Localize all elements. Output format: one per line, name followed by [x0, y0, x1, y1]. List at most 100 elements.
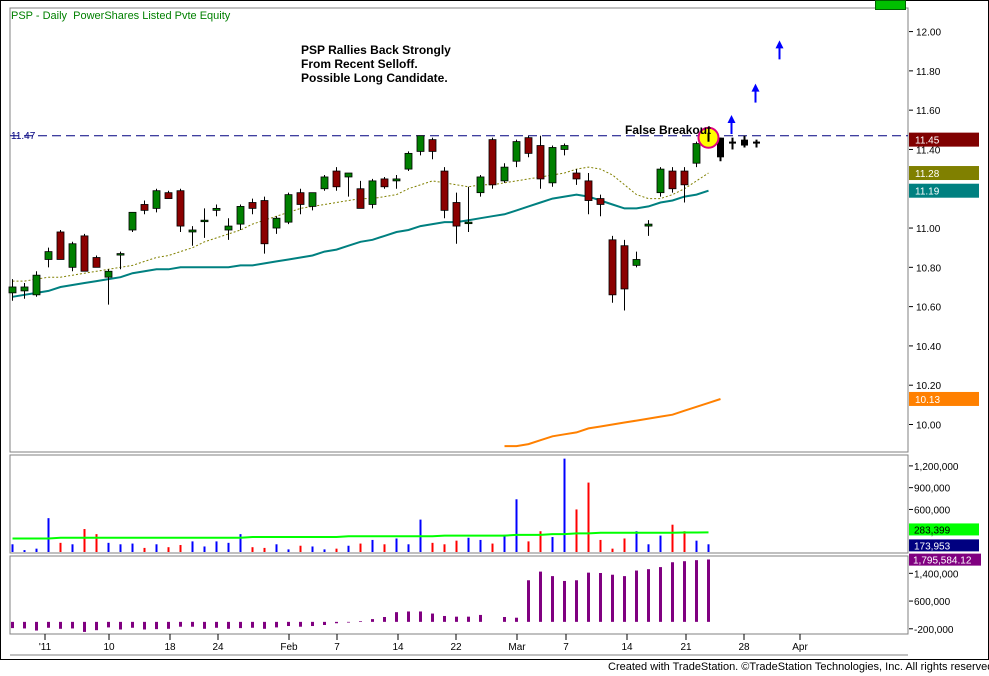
- candle: [104, 269, 113, 305]
- candle-body: [140, 204, 149, 211]
- candlestick-series: [8, 133, 713, 311]
- candle: [404, 151, 413, 172]
- candle-body: [8, 286, 17, 294]
- date-tick-label: 7: [563, 642, 569, 653]
- candle-body: [584, 180, 593, 201]
- candle: [416, 135, 425, 156]
- price-tag-bg: [909, 183, 979, 198]
- candle: [488, 137, 497, 189]
- candle-body: [68, 243, 77, 268]
- price-tag-label: 10.13: [915, 395, 940, 406]
- false-breakout-label: False Breakout: [625, 123, 712, 137]
- candle: [512, 139, 521, 168]
- price-tag-bg: [909, 132, 979, 147]
- candle-body: [416, 135, 425, 152]
- projected-candle-body: [729, 141, 736, 144]
- candle: [128, 211, 137, 232]
- candle-body: [488, 139, 497, 186]
- oscillator-pane-border: [9, 555, 909, 635]
- candle-body: [296, 192, 305, 205]
- date-tick-label: 7: [334, 642, 340, 653]
- candle-body: [284, 194, 293, 223]
- price-tag: 11.45: [909, 132, 979, 147]
- date-tick-label: 21: [680, 642, 692, 653]
- candle-body: [644, 223, 653, 227]
- candle-body: [620, 245, 629, 290]
- date-tick-label: 10: [103, 642, 115, 653]
- volume-tick-label: 600,000: [914, 505, 951, 516]
- candle-body: [608, 239, 617, 296]
- candle-body: [440, 170, 449, 211]
- chart-frame: [0, 0, 989, 660]
- short-average-line: [12, 189, 709, 298]
- candle-body: [536, 145, 545, 180]
- date-tick-label: 22: [450, 642, 462, 653]
- candle: [680, 167, 689, 203]
- candle-body: [248, 202, 257, 209]
- date-tick-label: 28: [738, 642, 750, 653]
- candle: [392, 174, 401, 189]
- headline-line-2: From Recent Selloff.: [301, 57, 418, 71]
- reference-level-label: 11.47: [11, 131, 36, 142]
- price-tick-label: 10.80: [916, 263, 941, 274]
- oscillator-tick-label: 600,000: [914, 597, 951, 608]
- candle: [164, 190, 173, 199]
- candle-body: [380, 178, 389, 188]
- candle-body: [404, 152, 413, 170]
- price-tick-label: 11.00: [916, 224, 941, 235]
- candle: [500, 163, 509, 183]
- candle-body: [548, 147, 557, 184]
- candle-body: [560, 145, 569, 150]
- candle: [236, 204, 245, 230]
- moving-averages: [12, 166, 721, 448]
- candle-body: [272, 217, 281, 229]
- candle: [212, 204, 221, 217]
- candle-body: [332, 170, 341, 188]
- candle: [596, 194, 605, 217]
- price-tag: 11.19: [909, 183, 979, 198]
- candle: [332, 167, 341, 191]
- projection-layer: [697, 40, 784, 162]
- candle-body: [92, 257, 101, 268]
- candle-body: [572, 172, 581, 180]
- candle-body: [668, 170, 677, 190]
- volume-tag-label: 283,399: [914, 525, 951, 536]
- oscillator-tag: 1,795,584.12: [909, 553, 981, 567]
- candle: [200, 208, 209, 238]
- candle: [428, 137, 437, 160]
- candle: [692, 141, 701, 168]
- candle: [260, 196, 269, 254]
- headline-line-3: Possible Long Candidate.: [301, 71, 448, 85]
- price-tag-label: 11.19: [915, 187, 940, 198]
- candle-body: [632, 259, 641, 266]
- candle-body: [188, 229, 197, 233]
- price-tag: 10.13: [909, 391, 979, 406]
- volume-tag: 283,399: [909, 523, 979, 536]
- candle-body: [320, 176, 329, 190]
- chart-title: PSP - Daily PowerShares Listed Pvte Equi…: [11, 10, 231, 22]
- candle: [152, 188, 161, 213]
- candle: [572, 169, 581, 185]
- candle-body: [368, 180, 377, 205]
- price-tick-label: 12.00: [916, 28, 941, 39]
- window-toggle-button[interactable]: [875, 0, 906, 10]
- candle: [356, 180, 365, 209]
- date-tick-label: Feb: [280, 642, 298, 653]
- candle-body: [392, 178, 401, 182]
- candle: [632, 251, 641, 268]
- candle-body: [512, 141, 521, 162]
- oscillator-tick-label: -200,000: [914, 625, 954, 636]
- candle: [344, 172, 353, 197]
- candle: [68, 241, 77, 272]
- candle-body: [176, 190, 185, 227]
- candle-body: [260, 200, 269, 245]
- candle: [560, 143, 569, 156]
- candle: [440, 167, 449, 219]
- date-tick-label: Apr: [792, 642, 808, 653]
- candle: [116, 251, 125, 270]
- candle: [668, 167, 677, 193]
- date-tick-label: 14: [392, 642, 404, 653]
- oscillator-tick-label: 1,400,000: [914, 569, 959, 580]
- candle-body: [524, 137, 533, 154]
- price-tick-label: 10.20: [916, 381, 941, 392]
